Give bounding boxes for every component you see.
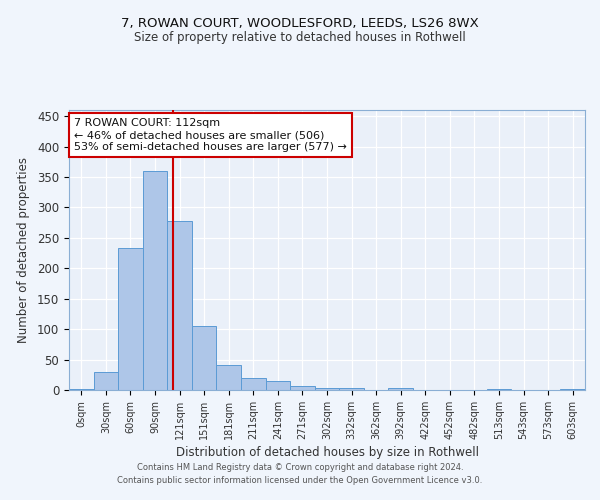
Bar (217, 365, 241, 390)
Bar (167, 221, 192, 390)
Bar (487, 389, 511, 390)
Text: 7 ROWAN COURT: 112sqm
← 46% of detached houses are smaller (506)
53% of semi-det: 7 ROWAN COURT: 112sqm ← 46% of detached … (74, 118, 347, 152)
X-axis label: Distribution of detached houses by size in Rothwell: Distribution of detached houses by size … (176, 446, 479, 459)
Text: 7, ROWAN COURT, WOODLESFORD, LEEDS, LS26 8WX: 7, ROWAN COURT, WOODLESFORD, LEEDS, LS26… (121, 18, 479, 30)
Bar (388, 388, 413, 390)
Bar (192, 326, 217, 390)
Bar (241, 378, 266, 390)
Text: Contains HM Land Registry data © Crown copyright and database right 2024.: Contains HM Land Registry data © Crown c… (137, 464, 463, 472)
Bar (118, 248, 143, 390)
Bar (266, 381, 290, 390)
Bar (290, 386, 315, 390)
Bar (69, 389, 94, 390)
Y-axis label: Number of detached properties: Number of detached properties (17, 157, 30, 343)
Bar (143, 171, 167, 390)
Bar (315, 388, 339, 390)
Text: Size of property relative to detached houses in Rothwell: Size of property relative to detached ho… (134, 31, 466, 44)
Bar (560, 389, 585, 390)
Bar (339, 388, 364, 390)
Text: Contains public sector information licensed under the Open Government Licence v3: Contains public sector information licen… (118, 476, 482, 485)
Bar (94, 372, 118, 390)
